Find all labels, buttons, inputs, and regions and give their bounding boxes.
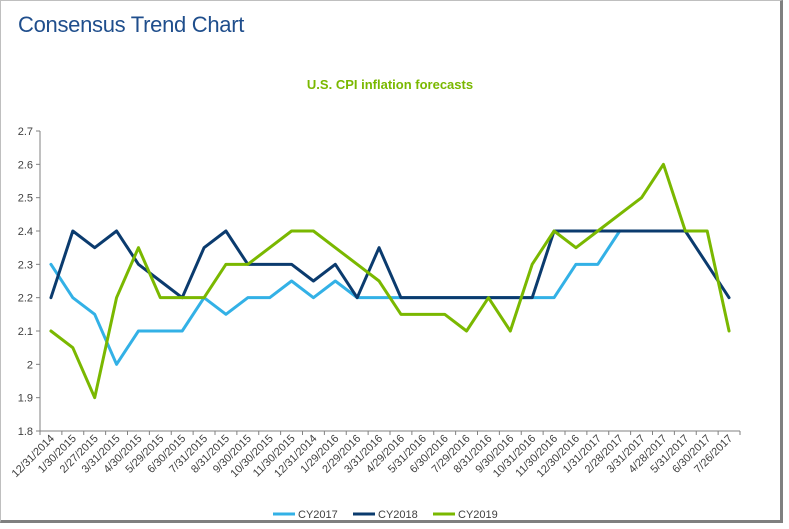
legend-label-cy2017: CY2017 [298,509,338,521]
y-tick-label: 2.5 [18,193,33,205]
y-tick-label: 1.9 [18,393,33,405]
series-line-cy2018 [49,229,731,300]
y-tick-label: 2.1 [18,326,33,338]
chart-title: U.S. CPI inflation forecasts [306,77,474,92]
y-tick-label: 1.8 [18,426,33,438]
series-line-cy2019 [49,162,731,400]
page-title: Consensus Trend Chart [18,12,245,37]
y-tick-label: 2.3 [18,259,33,271]
y-tick-label: 2.4 [18,226,33,238]
legend-label-cy2019: CY2019 [458,509,498,521]
legend-label-cy2018: CY2018 [378,509,418,521]
y-axis-ticks: 1.8 1.9 2 2.1 2.2 2.3 2.4 2.5 2.6 2.7 [18,126,40,438]
chart-series [49,162,731,400]
y-tick-label: 2.2 [18,293,33,305]
chart-axes [39,131,740,432]
y-tick-label: 2 [27,359,33,371]
chart-legend: CY2017 CY2018 CY2019 [273,509,498,521]
y-tick-label: 2.6 [18,159,33,171]
x-axis-ticks: 12/31/20141/30/20152/27/20153/31/20154/3… [10,431,741,480]
y-tick-label: 2.7 [18,126,33,138]
